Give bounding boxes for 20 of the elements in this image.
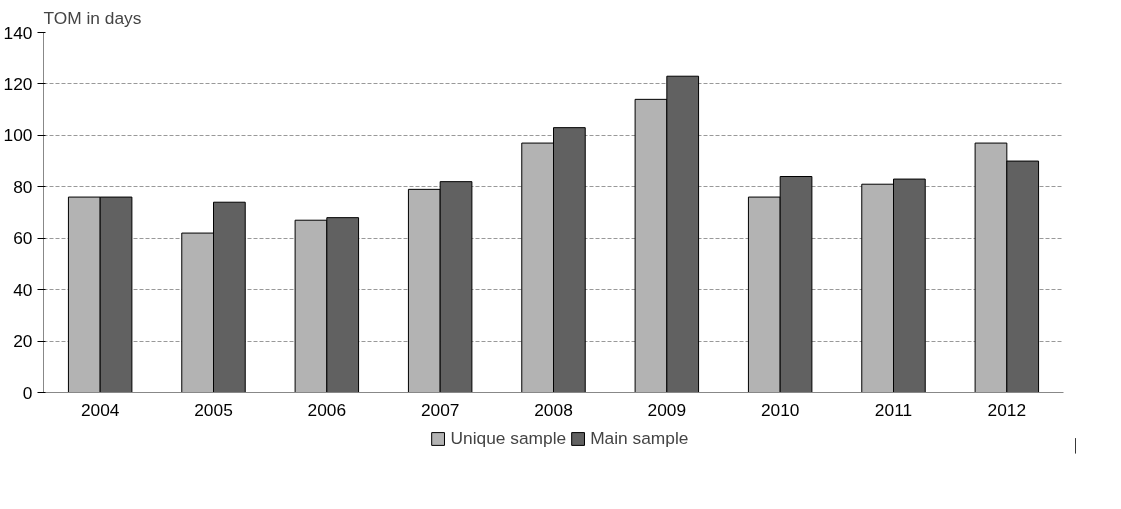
x-tick-label: 2005 <box>194 399 233 420</box>
x-tick-label: 2004 <box>80 399 120 420</box>
legend-label: Main sample <box>590 427 689 449</box>
y-tick-label: 0 <box>22 382 33 403</box>
x-tick-label: 2009 <box>647 399 687 420</box>
y-axis-title: TOM in days <box>43 7 142 28</box>
y-tick-label: 60 <box>13 228 33 249</box>
x-tick-label: 2012 <box>987 399 1027 420</box>
x-tick-label: 2011 <box>874 399 913 420</box>
y-tick-label: 20 <box>13 331 33 352</box>
legend-label: Unique sample <box>450 427 567 449</box>
x-tick-label: 2010 <box>760 399 800 420</box>
y-tick-label: 100 <box>3 125 33 146</box>
x-tick-label: 2006 <box>307 399 347 420</box>
y-tick-label: 80 <box>13 176 33 197</box>
x-tick-label: 2007 <box>420 399 460 420</box>
y-tick-label: 120 <box>3 73 33 94</box>
y-tick-label: 140 <box>3 22 33 43</box>
x-tick-label: 2008 <box>534 399 573 420</box>
y-tick-label: 40 <box>13 279 33 300</box>
